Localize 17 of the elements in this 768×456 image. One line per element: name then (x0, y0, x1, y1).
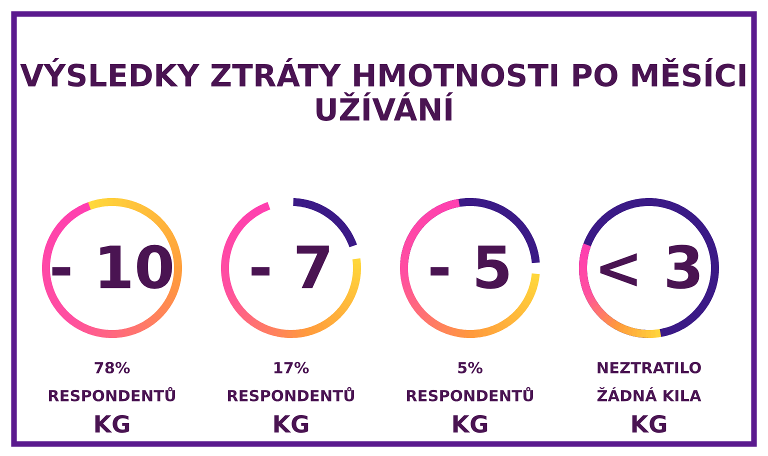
category-label: < 3 (600, 244, 700, 289)
data-label: NEZTRATILO (598, 362, 701, 374)
text: ŽÁDNÁ KILA (597, 387, 702, 402)
data-label: 5% (458, 362, 482, 374)
category-label: - 10 (52, 244, 172, 289)
text: RESPONDENTŮ (228, 387, 354, 402)
category-label: - 7 (252, 246, 329, 288)
text: RESPONDENTŮ (406, 387, 534, 402)
text: KG (95, 414, 130, 433)
text: VÝSLEDKY ZTRÁTY HMOTNOSTI PO MĚSÍCI UŽÍVÁNÍ (20, 58, 746, 121)
text: RESPONDENTŮ (48, 387, 176, 402)
text: KG (632, 414, 666, 433)
text: KG (274, 414, 308, 433)
text: KG (453, 414, 488, 433)
data-label: 17% (274, 362, 309, 374)
data-label: 78% (94, 362, 130, 374)
category-label: - 5 (430, 246, 508, 289)
